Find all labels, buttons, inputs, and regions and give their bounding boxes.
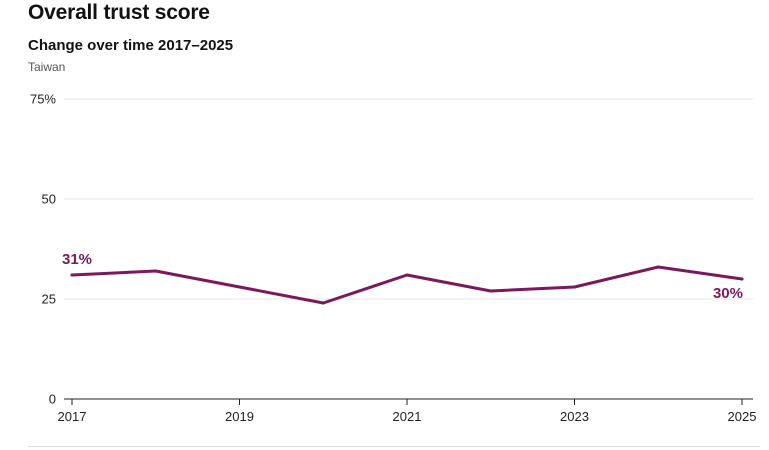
x-tick-label: 2021: [393, 409, 422, 424]
y-tick-label: 0: [49, 392, 56, 407]
footer-divider: [28, 446, 760, 447]
series: [70, 265, 744, 305]
x-tick-label: 2025: [728, 409, 757, 424]
region-label: Taiwan: [28, 60, 66, 74]
y-tick-label: 50: [42, 192, 56, 207]
gridlines: [64, 98, 753, 300]
data-point: [656, 265, 660, 269]
data-point: [70, 273, 74, 277]
x-tick-label: 2023: [560, 409, 589, 424]
axes: 0 25 50 75% 2017 2019 2021 2023 2025: [30, 92, 756, 425]
chart-subtitle: Change over time 2017–2025: [28, 37, 234, 54]
series-line: [70, 265, 744, 305]
chart-title: Overall trust score: [28, 1, 210, 24]
data-point: [405, 273, 409, 277]
x-tick-label: 2019: [225, 409, 254, 424]
data-point: [321, 301, 325, 305]
data-point: [154, 269, 158, 273]
labels: 31% 30%: [62, 251, 743, 302]
y-tick-label: 25: [42, 292, 56, 307]
data-point: [573, 285, 576, 289]
y-tick-label: 75%: [30, 92, 56, 107]
data-point: [740, 277, 744, 281]
start-value-label: 31%: [62, 251, 92, 268]
data-point: [238, 285, 241, 289]
x-tick-label: 2017: [58, 409, 87, 424]
data-point: [489, 289, 493, 293]
end-value-label: 30%: [713, 285, 743, 302]
